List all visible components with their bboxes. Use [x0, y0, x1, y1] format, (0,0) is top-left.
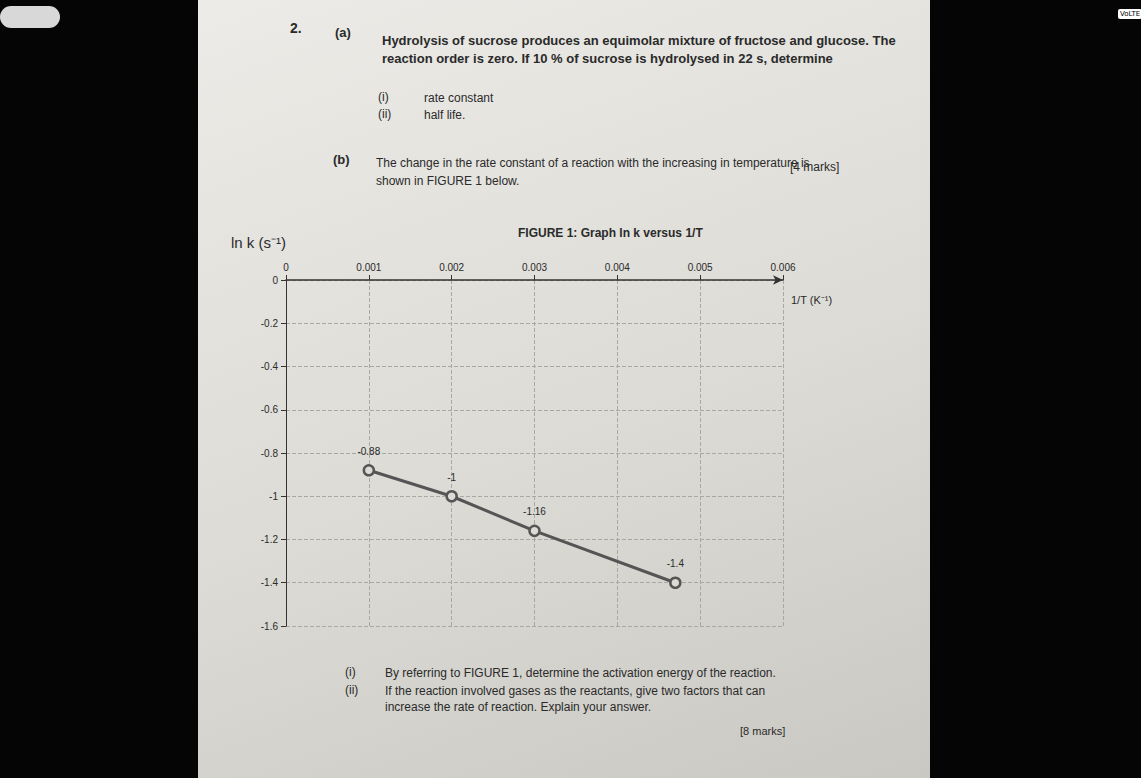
svg-text:-0.8: -0.8: [261, 448, 279, 459]
html-text:reaction order is zero. If 10: reaction order is zero. If 10 % of sucro…: [382, 51, 833, 66]
html-text:half life.: half life.: [424, 108, 466, 122]
svg-text:1/T (K⁻¹): 1/T (K⁻¹): [791, 294, 832, 306]
html-text:(i): (i): [378, 90, 389, 104]
svg-text:0: 0: [283, 262, 289, 273]
svg-text:-0.2: -0.2: [261, 318, 279, 329]
html-text:(b): (b): [333, 152, 350, 167]
svg-text:-1: -1: [447, 472, 456, 483]
html-text:[8 marks]: [8 marks]: [740, 725, 786, 737]
svg-text:-1.2: -1.2: [261, 534, 279, 545]
html-text:(i): (i): [345, 665, 356, 679]
svg-text:-1.4: -1.4: [261, 577, 279, 588]
svg-text:-1.16: -1.16: [523, 506, 546, 517]
svg-text:-1: -1: [269, 491, 278, 502]
html-text:rate constant: rate constant: [424, 91, 494, 105]
html-text:If the reaction involved gases: If the reaction involved gases as the re…: [385, 684, 766, 698]
svg-text:0.006: 0.006: [770, 262, 795, 273]
svg-text:0.003: 0.003: [522, 262, 547, 273]
svg-text:-0.88: -0.88: [357, 446, 380, 457]
html-text:shown in FIGURE 1 below.: shown in FIGURE 1 below.: [376, 174, 520, 188]
svg-text:-0.4: -0.4: [261, 361, 279, 372]
html-text:increase the rate of reaction.: increase the rate of reaction. Explain y…: [385, 700, 652, 714]
html-text:VoLTE: VoLTE: [1120, 10, 1141, 18]
svg-text:-0.6: -0.6: [261, 404, 279, 415]
html-text:[4 marks]: [4 marks]: [790, 160, 840, 174]
svg-text:FIGURE 1: Graph ln k versus 1/: FIGURE 1: Graph ln k versus 1/T: [518, 226, 703, 240]
svg-text:0.005: 0.005: [688, 262, 713, 273]
svg-text:-1.4: -1.4: [667, 558, 685, 569]
html-text:(ii): (ii): [345, 683, 359, 697]
html-text:(ii): (ii): [378, 107, 392, 121]
html-text:(a): (a): [335, 25, 351, 40]
svg-text:0.002: 0.002: [439, 262, 464, 273]
svg-text:0: 0: [272, 275, 278, 286]
html-text:2.: 2.: [290, 20, 302, 36]
svg-text:ln k (s⁻¹): ln k (s⁻¹): [231, 234, 286, 251]
html-text:The change in the rate constan: The change in the rate constant of a rea…: [376, 156, 810, 170]
html-text:Hydrolysis of sucrose produces: Hydrolysis of sucrose produces an equimo…: [382, 33, 896, 48]
svg-text:0.004: 0.004: [605, 262, 630, 273]
html-text:By referring to FIGURE 1, dete: By referring to FIGURE 1, determine the …: [385, 666, 776, 680]
svg-text:-1.6: -1.6: [261, 621, 279, 632]
svg-text:0.001: 0.001: [356, 262, 381, 273]
